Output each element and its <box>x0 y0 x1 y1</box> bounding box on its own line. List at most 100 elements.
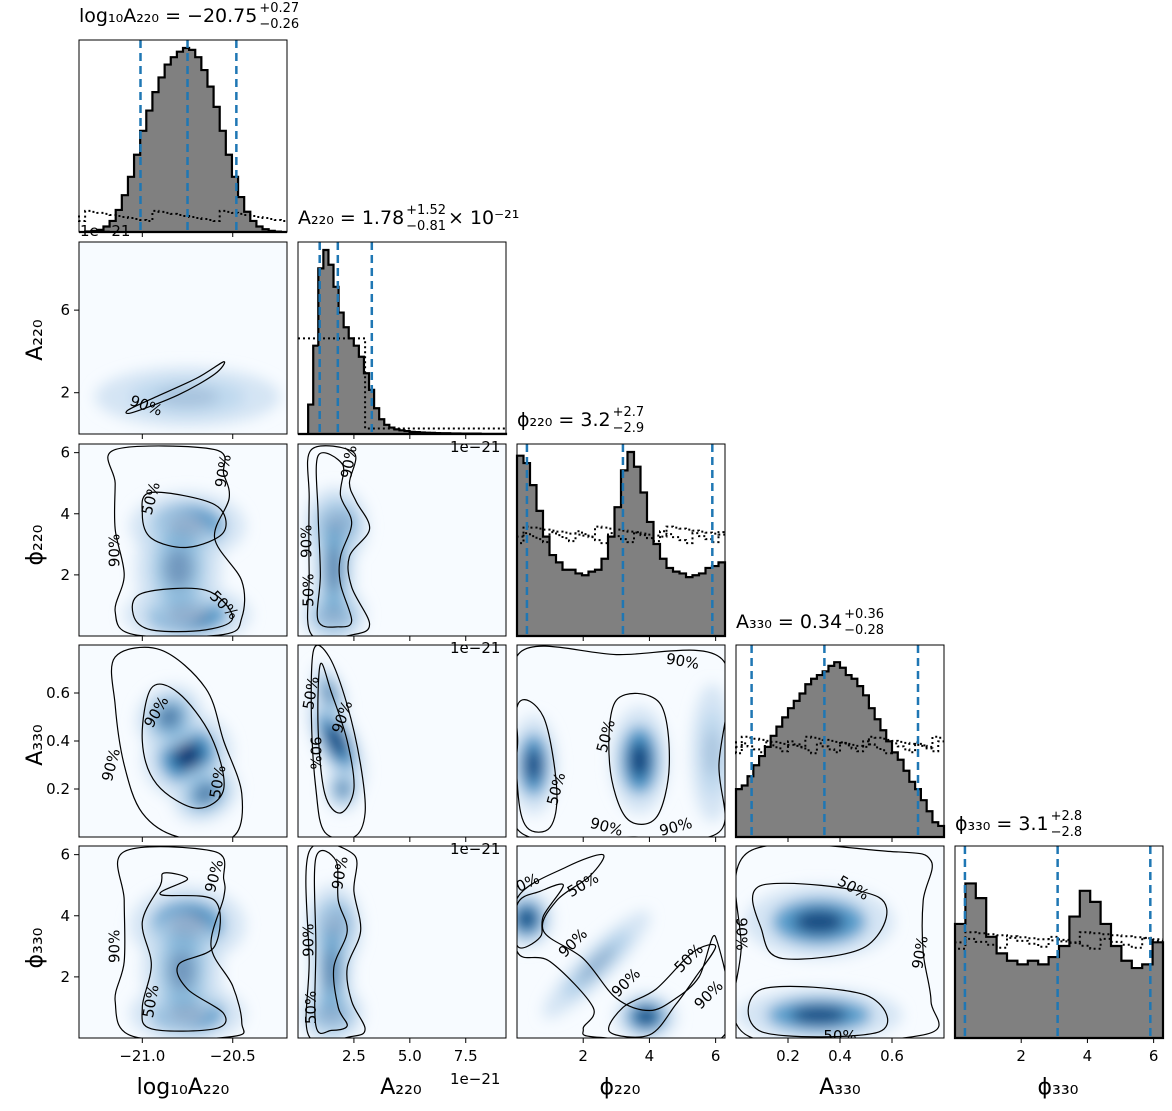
density-core <box>525 747 542 783</box>
title-value: log₁₀A₂₂₀ = −20.75 <box>79 5 257 27</box>
y-tick-label: 6 <box>60 444 70 462</box>
panel-frame <box>297 845 507 1039</box>
density-panel-log10A220-A220: 90% <box>78 241 288 435</box>
contour-label: 90% <box>588 814 625 840</box>
density-core <box>790 1005 848 1025</box>
prior-histogram-2 <box>735 740 944 755</box>
contour-line <box>517 853 725 1038</box>
contour-label: 50% <box>139 983 163 1019</box>
histogram-panel-A220 <box>297 241 508 436</box>
density-panel-log10A220-phi220: 50%90%90%50% <box>78 443 288 637</box>
y-tick-label: 6 <box>60 846 70 864</box>
contour-line <box>317 662 355 814</box>
title-lower-error: −2.9 <box>613 421 645 436</box>
contour-label: 90% <box>733 917 751 950</box>
title-upper-error: +2.7 <box>613 405 645 420</box>
x-tick-label: 0.2 <box>776 1047 800 1065</box>
density-core <box>793 909 845 935</box>
contour-line <box>131 587 234 633</box>
title-value: ϕ₃₃₀ = 3.1 <box>955 813 1049 835</box>
density-core <box>705 729 720 777</box>
title-lower-error: −0.26 <box>259 17 299 32</box>
contour-label: 90% <box>665 650 701 674</box>
x-tick-label: 4 <box>1083 1047 1093 1065</box>
density-core <box>325 723 347 759</box>
contour-label: 50% <box>302 991 320 1024</box>
prior-histogram <box>78 209 287 222</box>
prior-histogram <box>735 735 944 748</box>
prior-histogram <box>516 525 725 538</box>
density-core <box>517 908 537 929</box>
contour-line <box>141 683 225 809</box>
histogram-panel-phi220 <box>515 443 727 638</box>
title-value: A₂₂₀ = 1.78 <box>298 207 404 229</box>
y-tick-label: 2 <box>60 566 70 584</box>
density-core <box>629 741 650 779</box>
x-tick-label: 2.5 <box>342 1047 366 1065</box>
x-tick-label: −20.5 <box>210 1047 256 1065</box>
title-lower-error: −2.8 <box>1051 825 1083 840</box>
contour-label: 50% <box>300 573 318 606</box>
panel-frame <box>78 39 288 233</box>
contour-line <box>608 943 717 1038</box>
density-core <box>336 781 349 797</box>
y-axis-label: ϕ₂₂₀ <box>23 524 48 565</box>
contour-line <box>107 445 246 636</box>
title-upper-error: +1.52 <box>406 203 446 218</box>
x-axis-label: A₂₂₀ <box>380 1075 422 1100</box>
title-suffix: × 10⁻²¹ <box>448 207 519 229</box>
x-tick-label: 2 <box>1016 1047 1026 1065</box>
y-tick-label: 4 <box>60 907 70 925</box>
panel-frame <box>297 644 507 838</box>
contour-label: 90% <box>657 814 694 840</box>
title-value: ϕ₂₂₀ = 3.2 <box>517 409 611 431</box>
histogram-outline <box>953 882 1165 1040</box>
title-upper-error: +0.27 <box>259 1 299 16</box>
x-tick-label: 7.5 <box>454 1047 478 1065</box>
x-tick-label: 5.0 <box>398 1047 422 1065</box>
density-core <box>326 543 342 594</box>
panel-frame <box>516 443 726 637</box>
panel-title-A330: A₃₃₀ = 0.34 +0.36−0.28 <box>736 607 884 638</box>
y-tick-label: 0.6 <box>46 684 70 702</box>
contour-label: 90% <box>211 453 235 489</box>
panel-frame <box>516 644 726 838</box>
panel-title-log10A220: log₁₀A₂₂₀ = −20.75 +0.27−0.26 <box>79 1 299 32</box>
contour-line <box>114 846 245 1038</box>
contour-label: 90% <box>297 525 315 558</box>
contour-label: 90% <box>328 855 352 891</box>
contour-label: 90% <box>337 444 361 480</box>
y-axis-label: A₃₃₀ <box>23 724 48 766</box>
contour-line <box>313 849 348 1034</box>
density-panel-log10A220-A330: 90%50%90% <box>78 644 288 838</box>
histogram-fill <box>517 452 725 636</box>
y-tick-label: 4 <box>60 505 70 523</box>
density-core <box>168 950 197 991</box>
density-core <box>155 386 220 408</box>
panel-frame <box>78 241 288 435</box>
y-tick-label: 0.4 <box>46 732 70 750</box>
histogram-fill <box>79 48 287 232</box>
contour-line <box>608 692 670 825</box>
panel-frame <box>78 845 288 1039</box>
x-tick-label: 4 <box>645 1047 655 1065</box>
histogram-outline <box>515 450 727 638</box>
panel-title-phi220: ϕ₂₂₀ = 3.2 +2.7−2.9 <box>517 405 644 436</box>
panel-title-phi330: ϕ₃₃₀ = 3.1 +2.8−2.8 <box>955 809 1082 840</box>
contour-label: 90% <box>106 930 124 963</box>
x-tick-label: −21.0 <box>119 1047 165 1065</box>
density-panel-A220-A330: 50%90%90% <box>297 644 507 838</box>
density-panel-A330-phi330: 90%50%90%50% <box>733 845 945 1039</box>
x-tick-label: 6 <box>1149 1047 1159 1065</box>
density-panel-A220-phi330: 90% 50% 90% <box>297 845 507 1039</box>
y-tick-label: 6 <box>60 301 70 319</box>
contour-label: 50% <box>206 764 230 800</box>
density-core <box>163 548 194 589</box>
density-core <box>158 705 181 729</box>
contour-label: 90% <box>106 534 124 567</box>
x-tick-label: 0.6 <box>880 1047 904 1065</box>
x-offset-label: 1e−21 <box>450 1070 500 1088</box>
density-core <box>324 947 339 995</box>
title-lower-error: −0.28 <box>844 623 884 638</box>
